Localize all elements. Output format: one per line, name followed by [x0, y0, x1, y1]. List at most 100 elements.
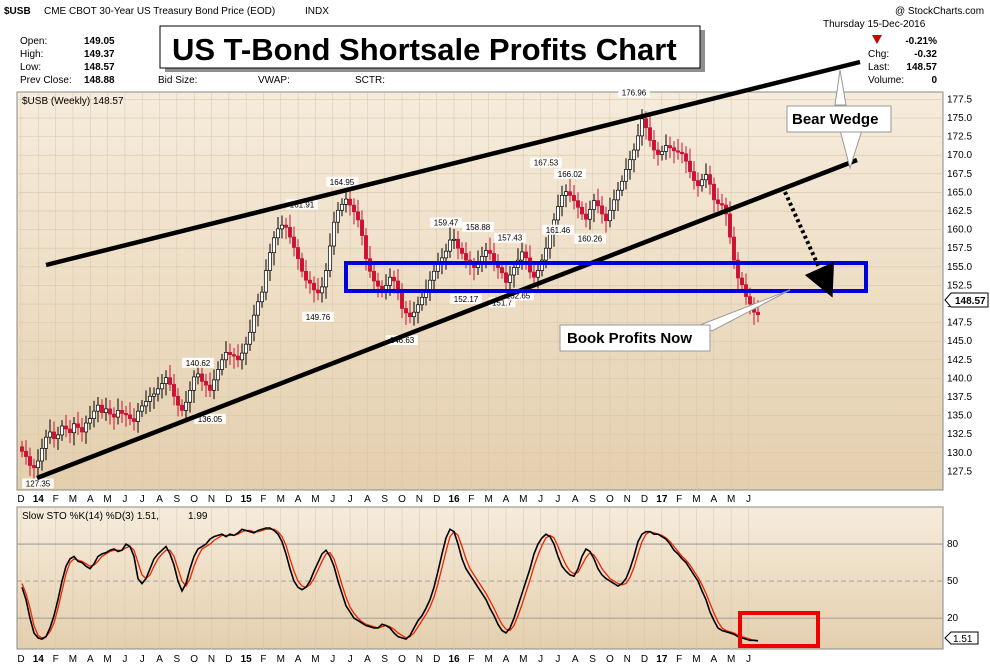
- sto-x-tick-label: J: [140, 654, 145, 664]
- candle-body: [680, 151, 684, 155]
- candle-body: [548, 233, 552, 249]
- candle-body: [152, 393, 156, 397]
- price-x-tick-label: D: [17, 494, 24, 505]
- candle-body: [340, 203, 344, 211]
- annotation-label: 167.53: [534, 159, 559, 168]
- sto-x-tick-label: 15: [241, 654, 253, 664]
- candle-body: [412, 311, 416, 318]
- candle-body: [736, 259, 740, 279]
- candle-body: [624, 169, 628, 182]
- annotation-label: 127.35: [26, 480, 51, 489]
- header: $USB CME CBOT 30-Year US Treasury Bond P…: [4, 6, 984, 92]
- sto-x-tick-label: S: [589, 654, 596, 664]
- down-triangle-icon: [872, 35, 882, 44]
- candle-body: [580, 206, 584, 215]
- candle-body: [208, 384, 212, 391]
- sto-x-tick-label: 16: [448, 654, 460, 664]
- candle-body: [84, 422, 88, 433]
- candle-body: [444, 250, 448, 259]
- sto-x-tick-label: A: [364, 654, 371, 664]
- sctr-label: SCTR:: [355, 75, 385, 86]
- annotation-label: 161.46: [546, 226, 571, 235]
- candle-body: [652, 140, 656, 151]
- annotation-bg: [286, 199, 318, 210]
- last-value: 148.57: [906, 62, 937, 73]
- candle-body: [500, 267, 504, 274]
- candle-body: [60, 425, 64, 436]
- high-value: 149.37: [84, 49, 115, 60]
- candle-body: [672, 147, 676, 152]
- candle-body: [560, 195, 564, 207]
- wedge-upper-trendline: [45, 59, 861, 268]
- candle-body: [404, 308, 408, 314]
- prev-close-value: 148.88: [84, 75, 115, 86]
- sto-x-tick-label: D: [17, 654, 24, 664]
- candle-body: [636, 135, 640, 151]
- candle-body: [172, 384, 176, 397]
- candle-body: [600, 205, 604, 215]
- annotation-label: 136.05: [198, 415, 223, 424]
- price-panel-label: $USB (Weekly) 148.57: [22, 96, 124, 107]
- annotation-bg: [494, 232, 526, 243]
- candle-body: [108, 408, 112, 415]
- annotation-bg: [326, 176, 358, 187]
- candle-body: [200, 373, 204, 382]
- candle-body: [456, 238, 460, 249]
- candle-body: [484, 250, 488, 257]
- candle-body: [592, 200, 596, 210]
- candle-body: [632, 149, 636, 161]
- price-x-tick-label: A: [503, 494, 510, 505]
- candle-body: [140, 405, 144, 412]
- annotation-bg: [618, 87, 650, 98]
- candle-body: [472, 264, 476, 268]
- candle-body: [532, 271, 536, 278]
- sto-d-line: [21, 528, 759, 642]
- candle-body: [756, 311, 760, 316]
- candle-body: [196, 373, 200, 378]
- price-panel: 127.5 130.0 132.5 135.0 137.5 140.0 142.5 145.0…: [16, 59, 989, 491]
- price-y-axis: 127.5 130.0 132.5 135.0 137.5 140.0 142.5 145.0…: [947, 94, 972, 477]
- price-x-tick-label: S: [381, 494, 388, 505]
- candle-body: [344, 198, 348, 205]
- candle-body: [292, 236, 296, 248]
- candle-body: [48, 431, 52, 438]
- price-x-tick-label: F: [260, 494, 266, 505]
- price-y-tick-label: 177.5: [947, 94, 972, 105]
- candles: [20, 109, 760, 481]
- candle-body: [508, 274, 512, 283]
- sto-k-line: [21, 527, 759, 642]
- sto-x-tick-label: F: [676, 654, 682, 664]
- candle-body: [584, 213, 588, 220]
- price-x-tick-label: 16: [448, 494, 460, 505]
- candle-body: [460, 247, 464, 254]
- sto-x-tick-label: A: [710, 654, 717, 664]
- candle-body: [300, 258, 304, 272]
- sto-x-tick-label: M: [69, 654, 77, 664]
- annotation-label: 157.43: [498, 234, 523, 243]
- overlay-title: US T-Bond Shortsale Profits Chart: [172, 32, 677, 67]
- candle-body: [688, 160, 692, 172]
- candle-body: [176, 395, 180, 406]
- candle-body: [232, 354, 236, 357]
- candle-body: [184, 401, 188, 411]
- sto-x-tick-label: J: [538, 654, 543, 664]
- candle-body: [504, 272, 508, 283]
- sto-y-tick-label: 80: [947, 539, 959, 550]
- book-profits-text: Book Profits Now: [567, 330, 692, 347]
- annotation-label: 160.26: [578, 235, 603, 244]
- low-value: 148.57: [84, 62, 115, 73]
- candle-body: [264, 270, 268, 293]
- copyright: @ StockCharts.com: [895, 6, 984, 17]
- sto-d-value: 1.99: [188, 511, 208, 522]
- candle-body: [540, 259, 544, 271]
- candle-body: [220, 359, 224, 370]
- candle-body: [216, 369, 220, 381]
- candle-body: [536, 270, 540, 278]
- candle-body: [656, 149, 660, 155]
- sto-x-tick-label: A: [295, 654, 302, 664]
- candle-body: [568, 191, 572, 196]
- annotation-bg: [574, 233, 606, 244]
- sto-y-tick-label: 20: [947, 613, 959, 624]
